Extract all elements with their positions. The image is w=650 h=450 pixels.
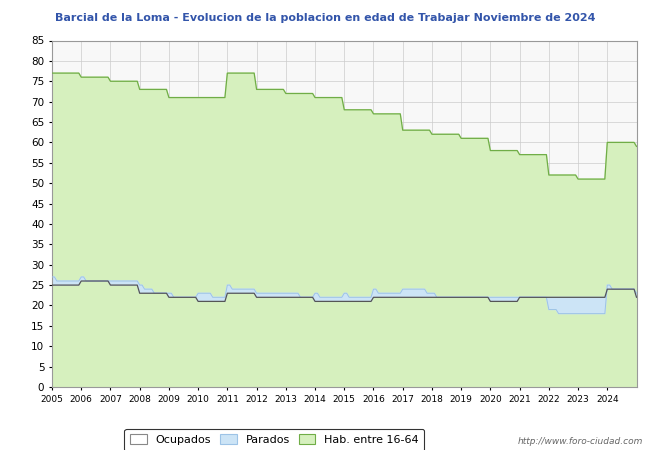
Legend: Ocupados, Parados, Hab. entre 16-64: Ocupados, Parados, Hab. entre 16-64 (124, 429, 424, 450)
Text: http://www.foro-ciudad.com: http://www.foro-ciudad.com (518, 436, 644, 446)
Text: Barcial de la Loma - Evolucion de la poblacion en edad de Trabajar Noviembre de : Barcial de la Loma - Evolucion de la pob… (55, 13, 595, 23)
